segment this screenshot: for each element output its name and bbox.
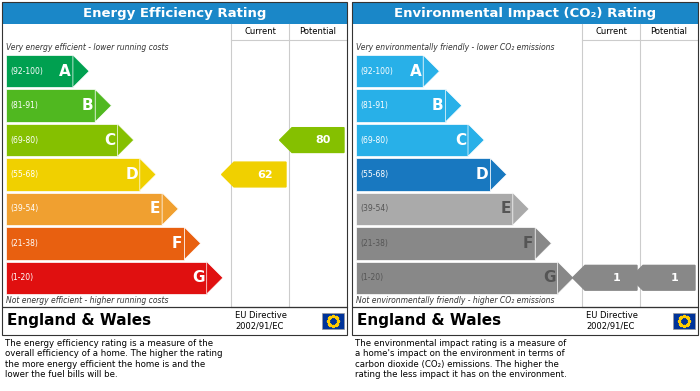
Polygon shape [95, 90, 111, 122]
Text: (69-80): (69-80) [10, 136, 38, 145]
Text: (81-91): (81-91) [10, 101, 38, 110]
Text: 1: 1 [671, 273, 678, 283]
Bar [356, 55, 424, 88]
Text: (92-100): (92-100) [360, 67, 393, 76]
Bar [673, 313, 695, 329]
Text: Potential: Potential [650, 27, 687, 36]
Bar [356, 90, 446, 122]
Polygon shape [536, 227, 552, 260]
Text: 62: 62 [258, 170, 273, 179]
Text: A: A [410, 64, 421, 79]
Bar [6, 227, 184, 260]
Text: EU Directive
2002/91/EC: EU Directive 2002/91/EC [235, 311, 287, 331]
Text: G: G [193, 270, 204, 285]
Bar [6, 124, 118, 156]
Text: Current: Current [595, 27, 627, 36]
Polygon shape [513, 193, 529, 225]
Bar [6, 262, 206, 294]
Bar [356, 158, 491, 191]
Text: (39-54): (39-54) [360, 204, 389, 213]
Bar [356, 124, 468, 156]
Text: Environmental Impact (CO₂) Rating: Environmental Impact (CO₂) Rating [394, 7, 656, 20]
Text: The energy efficiency rating is a measure of the
overall efficiency of a home. T: The energy efficiency rating is a measur… [5, 339, 223, 379]
Bar [352, 2, 698, 307]
Text: E: E [150, 201, 160, 217]
Text: (39-54): (39-54) [10, 204, 38, 213]
Text: C: C [104, 133, 116, 147]
Text: (55-68): (55-68) [10, 170, 38, 179]
Bar [352, 307, 698, 335]
Text: 80: 80 [316, 135, 331, 145]
Text: (69-80): (69-80) [360, 136, 388, 145]
Polygon shape [468, 124, 484, 156]
Text: F: F [523, 236, 533, 251]
Text: (92-100): (92-100) [10, 67, 43, 76]
Text: Current: Current [244, 27, 276, 36]
Polygon shape [184, 227, 201, 260]
Polygon shape [279, 128, 344, 152]
Text: Very energy efficient - lower running costs: Very energy efficient - lower running co… [6, 43, 169, 52]
Text: Not energy efficient - higher running costs: Not energy efficient - higher running co… [6, 296, 169, 305]
Bar [356, 227, 536, 260]
Polygon shape [558, 262, 574, 294]
Text: Not environmentally friendly - higher CO₂ emissions: Not environmentally friendly - higher CO… [356, 296, 554, 305]
Text: Potential: Potential [300, 27, 337, 36]
Text: 1: 1 [612, 273, 620, 283]
Text: D: D [476, 167, 489, 182]
Text: B: B [432, 98, 444, 113]
Bar [356, 262, 558, 294]
Text: D: D [125, 167, 138, 182]
Text: (81-91): (81-91) [360, 101, 388, 110]
Text: England & Wales: England & Wales [7, 314, 151, 328]
Text: EU Directive
2002/91/EC: EU Directive 2002/91/EC [586, 311, 638, 331]
Polygon shape [118, 124, 134, 156]
Text: F: F [172, 236, 183, 251]
Bar [322, 313, 344, 329]
Polygon shape [162, 193, 178, 225]
Bar [356, 193, 513, 225]
Text: The environmental impact rating is a measure of
a home's impact on the environme: The environmental impact rating is a mea… [355, 339, 567, 379]
Bar [2, 2, 347, 24]
Polygon shape [206, 262, 223, 294]
Bar [352, 2, 698, 24]
Polygon shape [140, 158, 156, 191]
Text: (21-38): (21-38) [10, 239, 38, 248]
Text: (1-20): (1-20) [360, 273, 383, 282]
Text: Energy Efficiency Rating: Energy Efficiency Rating [83, 7, 266, 20]
Polygon shape [222, 162, 286, 187]
Polygon shape [446, 90, 462, 122]
Text: C: C [455, 133, 466, 147]
Text: Very environmentally friendly - lower CO₂ emissions: Very environmentally friendly - lower CO… [356, 43, 554, 52]
Text: (1-20): (1-20) [10, 273, 33, 282]
Text: A: A [59, 64, 71, 79]
Text: (55-68): (55-68) [360, 170, 388, 179]
Bar [6, 193, 162, 225]
Text: E: E [500, 201, 511, 217]
Bar [2, 2, 347, 307]
Polygon shape [73, 55, 89, 88]
Text: G: G [543, 270, 556, 285]
Text: B: B [82, 98, 93, 113]
Text: England & Wales: England & Wales [357, 314, 501, 328]
Text: (21-38): (21-38) [360, 239, 388, 248]
Polygon shape [491, 158, 507, 191]
Bar [2, 307, 347, 335]
Polygon shape [424, 55, 440, 88]
Bar [6, 90, 95, 122]
Polygon shape [631, 265, 695, 290]
Bar [6, 55, 73, 88]
Bar [6, 158, 140, 191]
Polygon shape [573, 265, 637, 290]
